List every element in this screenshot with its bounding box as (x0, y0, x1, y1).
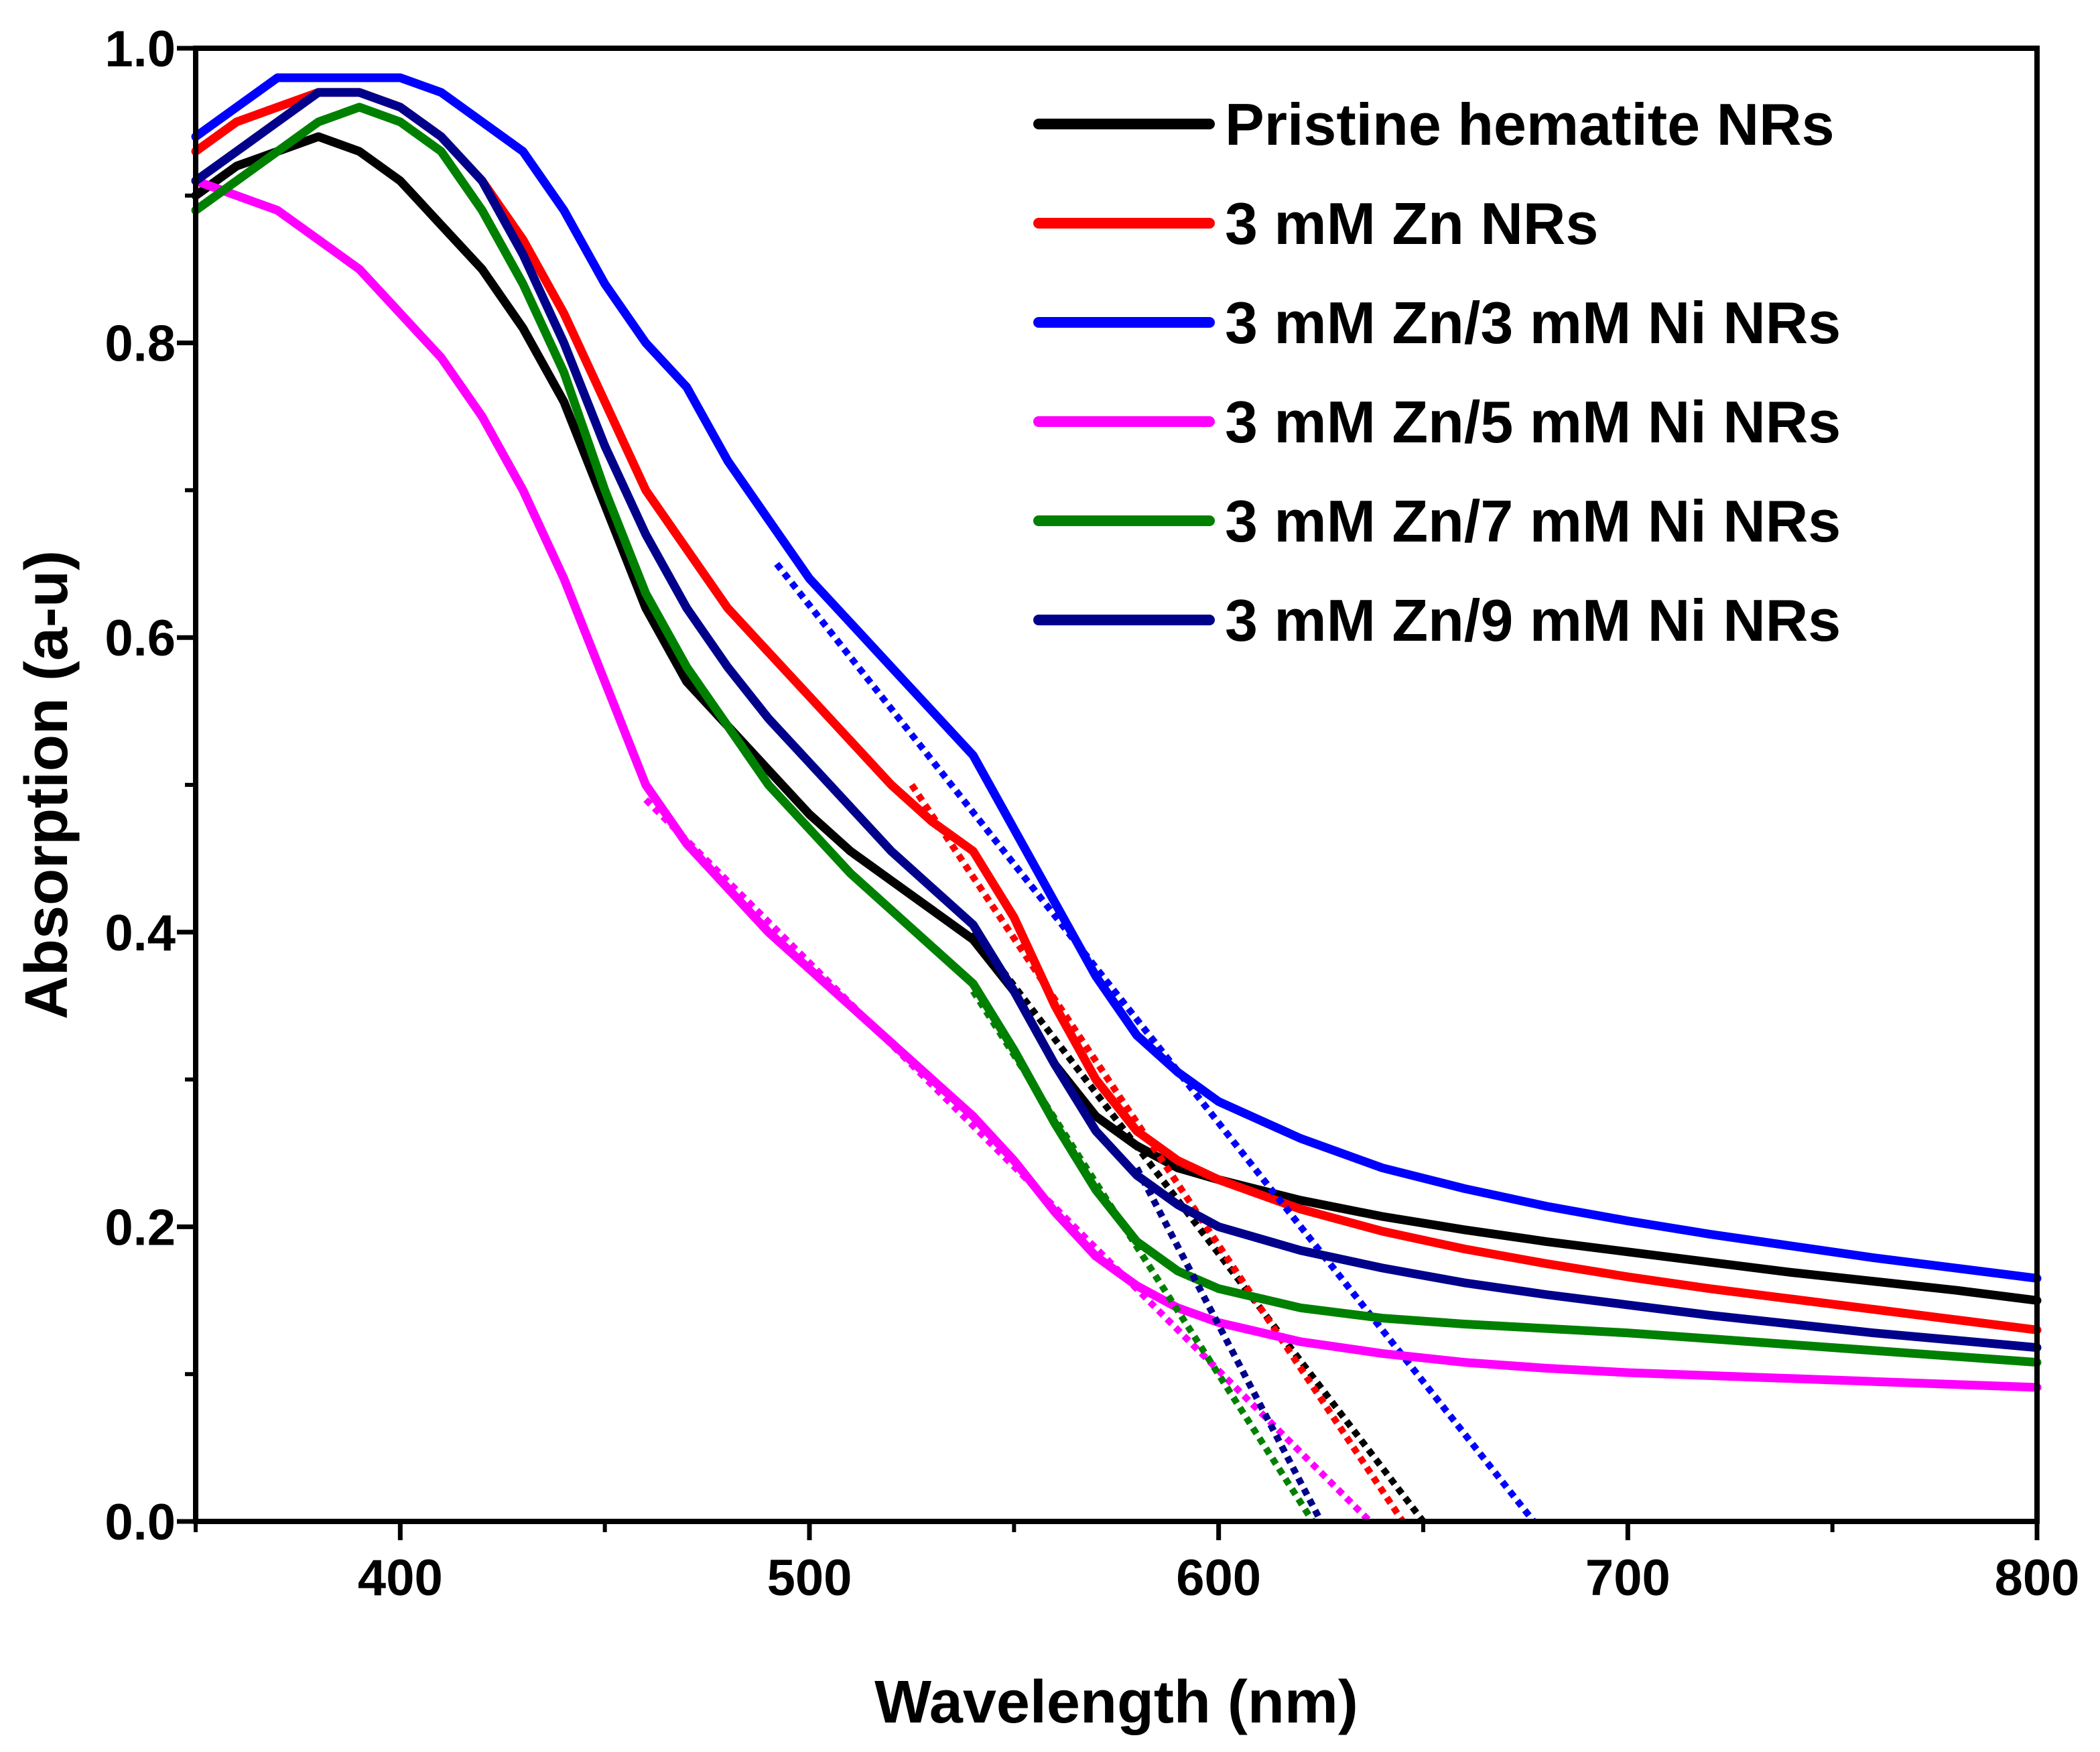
legend-label-4: 3 mM Zn/5 mM Ni NRs (1225, 389, 1841, 455)
x-axis-title: Wavelength (nm) (874, 1669, 1358, 1736)
y-tick-label-0.4: 0.4 (105, 905, 176, 962)
y-axis-title: Absorption (a-u) (13, 550, 80, 1019)
ticks-layer: 400 500 600 700 800 0.0 0.2 0.4 0.6 0.8 1.0 (105, 21, 2079, 1607)
tangent-line-4 (643, 797, 1373, 1524)
series-line-3 (191, 73, 2042, 1283)
legend: Pristine hematite NRs 3 mM Zn NRs 3 mM Zn/… (1033, 91, 1841, 653)
legend-label-3: 3 mM Zn/3 mM Ni NRs (1225, 290, 1841, 356)
series-line-5 (191, 103, 2042, 1367)
series-line-2 (191, 88, 2042, 1334)
x-tick-label-500: 500 (767, 1550, 852, 1607)
plot-frame (193, 46, 2040, 1524)
y-tick-label-1.0: 1.0 (105, 21, 176, 78)
legend-label-6: 3 mM Zn/9 mM Ni NRs (1225, 587, 1841, 653)
series-line-1 (191, 132, 2042, 1305)
legend-label-1: Pristine hematite NRs (1225, 91, 1835, 158)
y-tick-label-0.6: 0.6 (105, 610, 176, 667)
x-tick-label-600: 600 (1176, 1550, 1261, 1607)
x-tick-label-800: 800 (1995, 1550, 2080, 1607)
x-tick-label-400: 400 (358, 1550, 443, 1607)
series-line-4 (191, 176, 2042, 1392)
y-tick-label-0.8: 0.8 (105, 316, 176, 373)
tangent-line-2 (909, 783, 1406, 1523)
legend-label-5: 3 mM Zn/7 mM Ni NRs (1225, 488, 1841, 554)
tangent-line-6 (1134, 1166, 1324, 1523)
tangent-line-3 (774, 562, 1536, 1524)
legend-label-2: 3 mM Zn NRs (1225, 190, 1598, 257)
series-line-6 (191, 88, 2042, 1353)
series-layer (191, 73, 2042, 1524)
x-tick-label-700: 700 (1585, 1550, 1670, 1607)
tangent-line-5 (970, 989, 1316, 1523)
tangent-line-1 (970, 930, 1426, 1524)
y-tick-label-0.2: 0.2 (105, 1199, 176, 1256)
y-tick-label-0.0: 0.0 (105, 1494, 176, 1551)
